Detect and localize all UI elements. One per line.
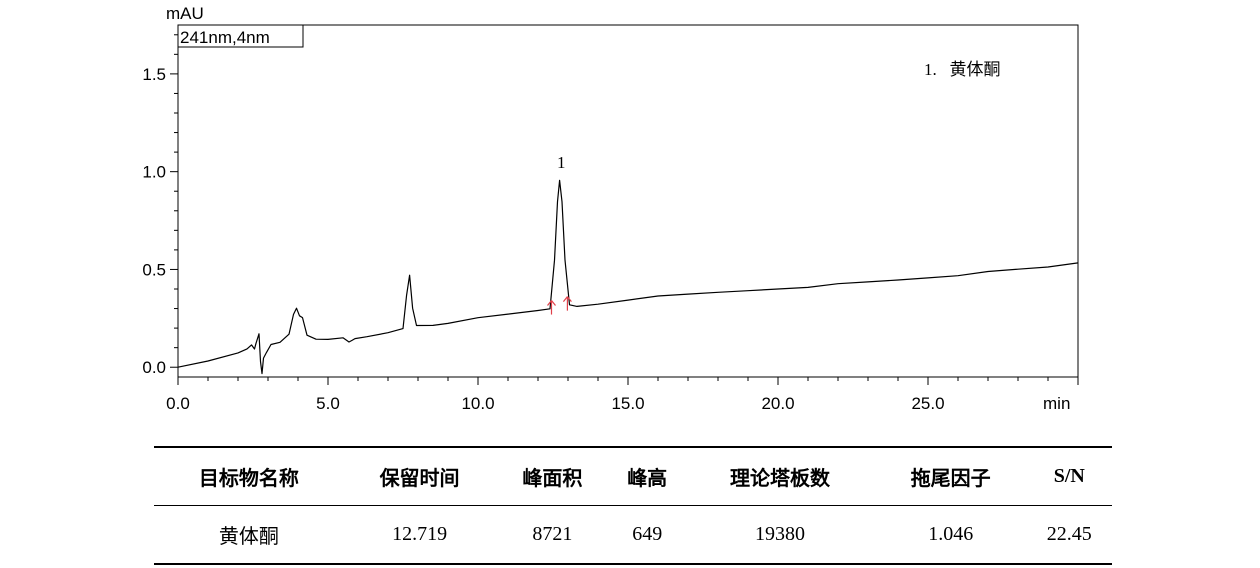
x-tick-label: 15.0: [611, 394, 644, 413]
cell-peak-height: 649: [609, 505, 686, 565]
y-tick-label: 1.0: [142, 163, 166, 182]
header-retention-time: 保留时间: [343, 446, 496, 506]
cell-theoretical-plates: 19380: [685, 505, 875, 565]
header-tailing-factor: 拖尾因子: [874, 446, 1027, 506]
chromatogram-chart: 0.0 5.0 10.0 15.0 20.0 25.0 0.0 0.5 1.0 1.5 mAU m…: [142, 4, 1079, 413]
results-table: 目标物名称 保留时间 峰面积 峰高 理论塔板数 拖尾因子 S/N 黄体酮 12.…: [154, 446, 1112, 565]
cell-signal-noise: 22.45: [1026, 505, 1112, 565]
x-tick-label: 5.0: [316, 394, 340, 413]
cell-peak-area: 8721: [495, 505, 610, 565]
y-axis-unit-label: mAU: [166, 4, 204, 23]
legend-entry: 1. 黄体酮: [924, 60, 1001, 79]
channel-label-box: [177, 24, 304, 48]
table-header-row: 目标物名称 保留时间 峰面积 峰高 理论塔板数 拖尾因子 S/N: [154, 446, 1112, 506]
y-tick-label: 0.5: [142, 260, 166, 279]
table-row: 黄体酮 12.719 8721 649 19380 1.046 22.45: [154, 505, 1112, 565]
cell-retention-time: 12.719: [343, 505, 496, 565]
integration-mark: [562, 296, 572, 311]
peak-label: 1: [557, 153, 566, 172]
y-tick-label: 0.0: [142, 358, 166, 377]
integration-mark: [547, 300, 556, 315]
header-signal-noise: S/N: [1026, 446, 1112, 506]
x-tick-label: 0.0: [166, 394, 190, 413]
header-theoretical-plates: 理论塔板数: [685, 446, 875, 506]
x-tick-label: 20.0: [761, 394, 794, 413]
x-axis-unit-label: min: [1043, 394, 1070, 413]
cell-compound-name: 黄体酮: [154, 505, 344, 565]
header-peak-height: 峰高: [609, 446, 686, 506]
header-peak-area: 峰面积: [495, 446, 610, 506]
x-tick-label: 10.0: [461, 394, 494, 413]
x-tick-label: 25.0: [911, 394, 944, 413]
header-compound-name: 目标物名称: [154, 446, 344, 506]
cell-tailing-factor: 1.046: [874, 505, 1027, 565]
chromatogram-trace: [177, 179, 1079, 375]
y-tick-label: 1.5: [142, 65, 166, 84]
channel-label: 241nm,4nm: [180, 28, 270, 47]
